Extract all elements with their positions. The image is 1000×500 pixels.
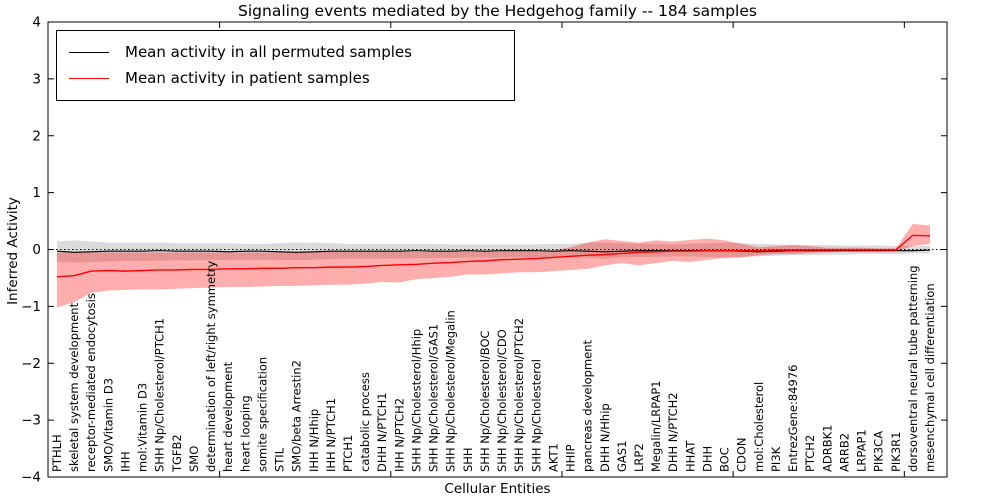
category-label: SMO/Vitamin D3 [101, 378, 115, 472]
legend-label-permuted: Mean activity in all permuted samples [125, 43, 412, 61]
category-label: DHH N/PTCH1 [375, 392, 389, 472]
category-label: PI3K [769, 446, 783, 472]
category-label: HHAT [683, 440, 697, 472]
category-label: AKT1 [546, 443, 560, 472]
category-label: determination of left/right symmetry [204, 261, 218, 472]
y-tick-label: 3 [32, 71, 41, 87]
category-label: CDON [735, 437, 749, 472]
category-label: DHH [700, 446, 714, 472]
category-label: EntrezGene:84976 [786, 365, 800, 472]
category-label: mesenchymal cell differentiation [923, 283, 937, 472]
category-label: ARRB2 [837, 433, 851, 472]
y-tick-label: 0 [32, 242, 41, 258]
y-tick-label: −1 [21, 299, 41, 315]
category-label: SHH Np/Cholesterol/PTCH2 [512, 318, 526, 472]
category-label: IHH [118, 451, 132, 472]
category-label: receptor-mediated endocytosis [84, 293, 98, 472]
category-label: SMO [187, 446, 201, 472]
category-label: IHH N/Hhip [307, 409, 321, 472]
category-label: SHH Np/Cholesterol/PTCH1 [153, 318, 167, 472]
legend-entry-permuted: Mean activity in all permuted samples [69, 39, 504, 65]
y-tick-label: −3 [21, 413, 41, 429]
y-tick-label: 4 [32, 15, 41, 31]
category-label: LRP2 [632, 443, 646, 472]
patient-mean-line [56, 234, 931, 278]
category-label: HHIP [564, 444, 578, 472]
category-label: BOC [718, 447, 732, 472]
category-label: heart development [221, 361, 235, 472]
category-label: DHH N/Hhip [598, 403, 612, 472]
category-label: SHH Np/Cholesterol/GAS1 [427, 324, 441, 472]
category-label: STIL [273, 447, 287, 472]
category-label: TGFB2 [170, 434, 184, 473]
category-label: dorsoventral neural tube patterning [906, 265, 920, 472]
legend-label-patient: Mean activity in patient samples [125, 69, 370, 87]
category-label: SMO/beta Arrestin2 [290, 360, 304, 472]
category-label: GAS1 [615, 441, 629, 472]
category-label: pancreas development [581, 339, 595, 472]
category-label: IHH N/PTCH2 [392, 398, 406, 472]
y-tick-label: −2 [21, 356, 41, 372]
category-label: DHH N/PTCH2 [666, 392, 680, 472]
category-label: heart looping [238, 395, 252, 472]
permuted-mean-line [56, 249, 931, 253]
category-label: PTCH1 [341, 435, 355, 472]
category-label: PIK3CA [872, 431, 886, 472]
y-tick-label: 2 [32, 128, 41, 144]
category-label: SHH Np/Cholesterol/BOC [478, 330, 492, 472]
permuted-band [57, 240, 930, 263]
legend-entry-patient: Mean activity in patient samples [69, 65, 504, 91]
category-label: catabolic process [358, 372, 372, 472]
category-label: PIK3R1 [889, 432, 903, 473]
y-tick-label: −4 [21, 470, 41, 486]
legend-box: Mean activity in all permuted samples Me… [56, 30, 515, 101]
category-label: ADRBK1 [820, 425, 834, 472]
category-label: SHH Np/Cholesterol/Hhip [409, 329, 423, 472]
category-label: somite specification [255, 357, 269, 472]
x-axis-label: Cellular Entities [444, 481, 551, 497]
category-label: SHH Np/Cholesterol/CDO [495, 329, 509, 472]
category-label: skeletal system development [67, 302, 81, 472]
patient-band [57, 223, 930, 308]
patient-line-swatch [69, 77, 109, 79]
category-label: PTCH2 [803, 435, 817, 472]
chart-title: Signaling events mediated by the Hedgeho… [238, 2, 757, 20]
category-label: mol:Vitamin D3 [136, 383, 150, 472]
category-label: LRPAP1 [855, 429, 869, 472]
y-tick-label: 1 [32, 185, 41, 201]
category-label: mol:Cholesterol [752, 382, 766, 472]
category-label: PTHLH [50, 434, 64, 472]
category-label: Megalin/LRPAP1 [649, 380, 663, 472]
permuted-line-swatch [69, 51, 109, 53]
category-label: SHH [461, 447, 475, 472]
category-label: SHH Np/Cholesterol/Megalin [444, 310, 458, 472]
category-label: SHH Np/Cholesterol [529, 359, 543, 472]
category-label: IHH N/PTCH1 [324, 398, 338, 472]
